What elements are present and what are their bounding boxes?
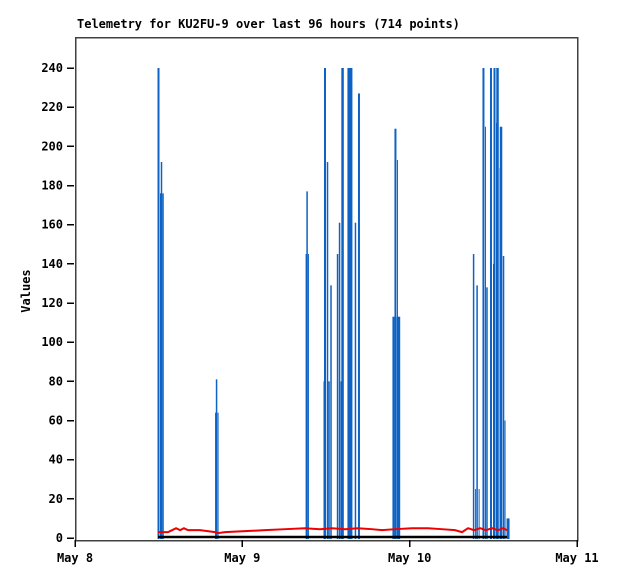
telemetry-impulse [489, 68, 492, 539]
telemetry-impulse [307, 254, 309, 539]
y-tick-label: 120 [41, 296, 63, 310]
telemetry-impulse [482, 68, 485, 539]
telemetry-impulse [326, 162, 329, 539]
telemetry-impulse [305, 254, 307, 539]
y-tick-label: 100 [41, 335, 63, 349]
telemetry-impulse [476, 285, 478, 539]
telemetry-impulse [162, 193, 164, 540]
telemetry-impulse [215, 379, 218, 539]
telemetry-impulse [354, 222, 357, 540]
chart-title: Telemetry for KU2FU-9 over last 96 hours… [77, 17, 460, 31]
x-tick-label: May 10 [388, 551, 431, 565]
telemetry-impulse [486, 287, 488, 539]
telemetry-impulse [475, 489, 477, 539]
y-tick-label: 240 [41, 61, 63, 75]
telemetry-impulse [504, 420, 506, 539]
telemetry-impulse [496, 68, 499, 539]
telemetry-impulse [396, 316, 401, 539]
telemetry-impulse [347, 68, 353, 539]
telemetry-impulse [323, 381, 325, 539]
telemetry-impulse [499, 126, 503, 539]
telemetry-impulse [506, 518, 510, 539]
y-tick-label: 220 [41, 100, 63, 114]
telemetry-impulse [157, 68, 160, 539]
telemetry-impulse [160, 193, 162, 540]
telemetry-impulse [478, 489, 480, 539]
telemetry-impulse [472, 254, 475, 539]
telemetry-impulse [502, 256, 505, 539]
trend-line [157, 527, 508, 535]
telemetry-impulse [323, 68, 326, 539]
telemetry-impulse [160, 162, 163, 539]
telemetry-impulse [338, 222, 341, 540]
y-tick-label: 0 [56, 531, 63, 545]
x-tick-label: May 9 [224, 551, 260, 565]
telemetry-impulse [392, 316, 395, 539]
y-tick-label: 140 [41, 257, 63, 271]
x-tick-label: May 11 [555, 551, 598, 565]
telemetry-impulse [484, 126, 486, 539]
y-tick-label: 180 [41, 179, 63, 193]
telemetry-impulse [493, 263, 495, 539]
y-tick-label: 160 [41, 218, 63, 232]
y-tick-label: 200 [41, 139, 63, 153]
telemetry-impulse [357, 93, 360, 539]
telemetry-impulse [330, 285, 332, 539]
telemetry-impulse [493, 68, 496, 539]
y-tick-label: 60 [49, 414, 63, 428]
telemetry-impulse [394, 128, 397, 540]
telemetry-impulse [341, 68, 344, 539]
telemetry-impulse [217, 412, 219, 539]
y-tick-label: 20 [49, 492, 63, 506]
telemetry-impulse [215, 412, 217, 539]
y-tick-label: 40 [49, 453, 63, 467]
telemetry-impulse [328, 381, 330, 539]
x-tick-label: May 8 [57, 551, 93, 565]
telemetry-impulse [340, 381, 342, 539]
telemetry-impulse [336, 254, 339, 539]
telemetry-impulse [306, 191, 308, 539]
plot-border [74, 36, 579, 542]
y-tick-label: 80 [49, 374, 63, 388]
